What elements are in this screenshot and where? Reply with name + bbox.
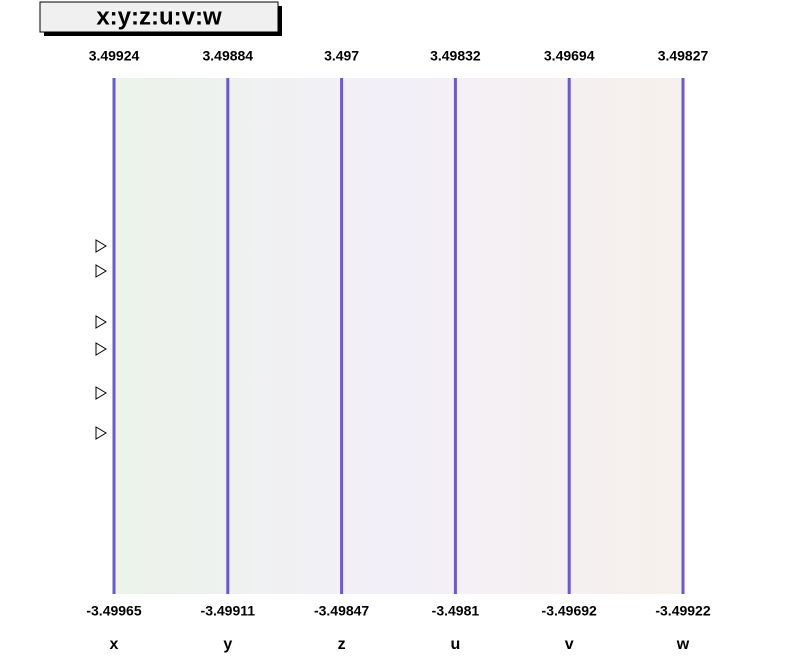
axis-min-label: -3.49847 bbox=[314, 603, 369, 619]
axis-max-label: 3.49884 bbox=[202, 48, 253, 64]
axis-min-label: -3.49965 bbox=[86, 603, 141, 619]
axis-min-label: -3.49922 bbox=[655, 603, 710, 619]
axis-max-label: 3.49924 bbox=[89, 48, 140, 64]
axis-min-label: -3.49692 bbox=[542, 603, 597, 619]
axis-name: u bbox=[451, 636, 461, 653]
axis-max-label: 3.49694 bbox=[544, 48, 595, 64]
axis-min-label: -3.49911 bbox=[201, 603, 256, 619]
axis-max-label: 3.49827 bbox=[658, 48, 709, 64]
axis-name: v bbox=[565, 636, 574, 653]
axis-max-label: 3.497 bbox=[324, 48, 359, 64]
axis-name: x bbox=[110, 636, 119, 653]
chart-title: x:y:z:u:v:w bbox=[96, 3, 222, 30]
axis-min-label: -3.4981 bbox=[432, 603, 480, 619]
selection-markers bbox=[95, 239, 107, 440]
axis-name: z bbox=[338, 636, 346, 653]
axis-name: w bbox=[676, 636, 690, 653]
title-box bbox=[39, 1, 279, 33]
plot-haze bbox=[114, 78, 683, 594]
axis-max-label: 3.49832 bbox=[430, 48, 481, 64]
axis-name: y bbox=[223, 636, 232, 653]
